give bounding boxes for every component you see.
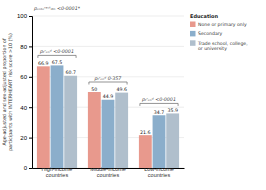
legend: Education None or primary only Secondary Tr…	[190, 13, 248, 51]
chart: 020406080100High-incomecountriesMiddle-i…	[0, 0, 266, 190]
legend-label: Trade school, college,or university	[197, 41, 248, 51]
y-tick: 40	[20, 105, 32, 111]
y-tick-mark	[29, 168, 32, 169]
legend-swatch	[190, 22, 196, 28]
bars	[37, 65, 179, 168]
y-tick-label: 0	[24, 165, 28, 171]
y-tick: 100	[17, 13, 32, 19]
data-label: 67.5	[52, 60, 62, 65]
bracket	[140, 103, 178, 106]
y-tick-mark	[29, 138, 32, 139]
annotation: pₜʳₑₙᵈ <0·0001	[141, 97, 176, 102]
annotations: pₑₙₜₑʳᵃᶜᵗᵢ₀ₙ <0·0001* pₜʳₑₙᵈ <0·0001 pₜʳₑₙ…	[33, 6, 178, 106]
y-tick: 0	[24, 165, 32, 171]
data-label: 50	[91, 87, 97, 92]
bar	[166, 113, 179, 168]
bar	[153, 115, 166, 168]
data-label: 60.7	[65, 70, 75, 75]
y-axis-line	[29, 17, 33, 169]
y-tick: 60	[20, 74, 32, 80]
legend-title: Education	[190, 13, 218, 19]
grid	[32, 16, 184, 168]
y-tick-mark	[29, 46, 32, 47]
legend-item: None or primary only	[190, 22, 247, 28]
bar	[102, 100, 115, 168]
y-tick-label: 40	[20, 105, 27, 111]
data-label: 35.9	[167, 108, 177, 113]
y-tick-label: 60	[20, 74, 27, 80]
bracket	[38, 55, 76, 58]
data-label: 66.9	[38, 61, 48, 66]
y-tick-label: 80	[20, 44, 27, 50]
y-tick-label: 20	[20, 135, 27, 141]
bracket	[89, 82, 127, 85]
bar	[88, 92, 101, 168]
data-label: 34.7	[154, 110, 164, 115]
bar	[51, 65, 64, 168]
annotation: pₑₙₜₑʳᵃᶜᵗᵢ₀ₙ <0·0001*	[33, 6, 81, 11]
y-tick: 80	[20, 44, 32, 50]
legend-swatch	[190, 31, 196, 37]
bar	[139, 135, 152, 168]
y-axis-label: Age-adjusted and sex-adjusted proportion…	[2, 33, 13, 151]
y-axis: 0 20 40 60 80 100	[17, 13, 33, 171]
y-tick-label: 100	[17, 13, 28, 19]
y-tick-mark	[29, 77, 32, 78]
data-labels: 66.9 50 21.6 67.5 44.9 34.7 60.7 49.6 35.9	[38, 60, 178, 135]
y-tick: 20	[20, 135, 32, 141]
bar	[37, 66, 50, 168]
legend-swatch	[190, 40, 196, 46]
legend-label: Secondary	[198, 31, 223, 36]
annotation: pₜʳₑₙᵈ 0·357	[94, 76, 122, 81]
y-tick-mark	[29, 16, 32, 17]
y-tick-mark	[29, 107, 32, 108]
grid-line	[32, 16, 184, 17]
legend-item: Trade school, college,or university	[190, 40, 248, 51]
grid-line	[32, 46, 184, 47]
bar	[64, 76, 77, 168]
plot: 020406080100High-incomecountriesMiddle-i…	[2, 6, 185, 178]
legend-item: Secondary	[190, 31, 223, 37]
legend-label: None or primary only	[198, 22, 247, 27]
data-label: 49.6	[116, 87, 126, 92]
data-label: 44.9	[103, 94, 113, 99]
data-label: 21.6	[140, 130, 150, 135]
annotation: pₜʳₑₙᵈ <0·0001	[39, 49, 74, 54]
bar	[115, 93, 128, 168]
